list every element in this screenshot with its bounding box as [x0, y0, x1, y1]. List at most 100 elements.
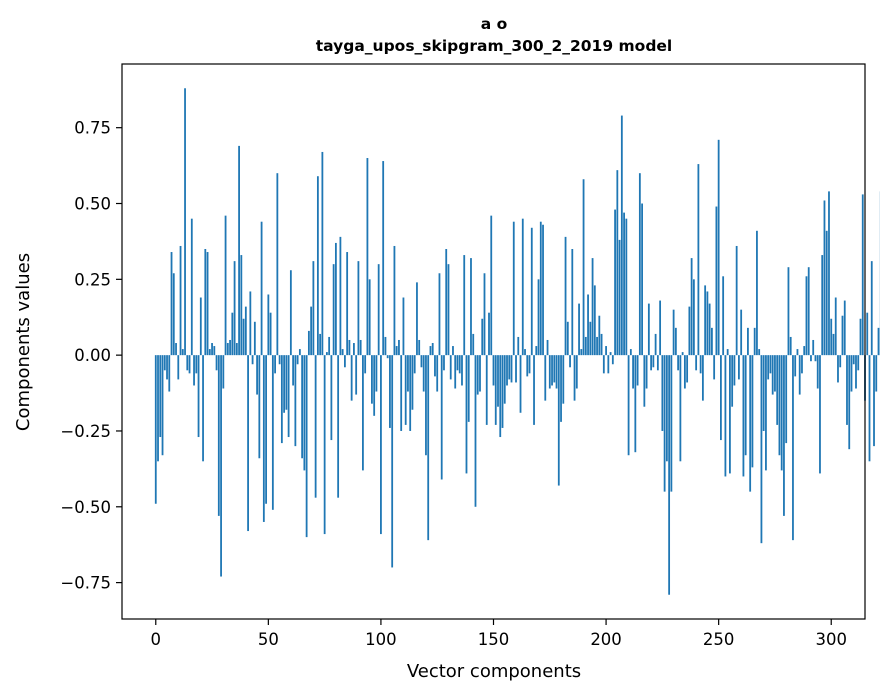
bar: [159, 355, 162, 438]
bar: [740, 309, 743, 356]
bar: [548, 355, 551, 389]
bar: [461, 355, 463, 386]
bar: [238, 145, 240, 356]
bar: [485, 355, 488, 425]
bar: [747, 327, 749, 356]
bar: [393, 245, 396, 356]
bar: [546, 339, 549, 356]
bar: [670, 355, 673, 492]
bar: [199, 297, 202, 356]
bar: [825, 230, 828, 356]
bar-series: [154, 88, 880, 595]
bar: [506, 355, 508, 386]
bar: [175, 343, 177, 356]
bar: [596, 336, 598, 356]
bar: [436, 355, 439, 392]
bar: [870, 261, 873, 356]
bar: [303, 355, 306, 471]
bar: [168, 355, 171, 392]
bar: [517, 336, 520, 356]
bar: [774, 355, 776, 392]
y-tick-label: 0.50: [74, 195, 111, 214]
bar: [609, 352, 612, 356]
bar: [362, 355, 364, 471]
bar: [456, 355, 459, 371]
bar: [501, 355, 504, 428]
bar: [785, 355, 788, 444]
bar: [528, 355, 531, 374]
bar: [634, 355, 637, 453]
bar: [834, 297, 837, 356]
bar: [289, 270, 292, 356]
bar: [582, 179, 585, 356]
bar: [206, 252, 209, 356]
bar: [512, 221, 515, 356]
bar: [154, 355, 157, 504]
bar: [380, 355, 382, 535]
bar: [213, 346, 216, 356]
bar: [659, 300, 662, 356]
bar: [262, 355, 265, 522]
bar: [217, 355, 220, 516]
bar: [310, 306, 313, 356]
y-tick-label: −0.75: [60, 574, 111, 593]
bar: [186, 355, 189, 371]
bar: [620, 115, 623, 356]
bar: [301, 355, 304, 459]
bar: [526, 355, 529, 377]
bar: [873, 355, 875, 447]
bar: [195, 355, 198, 374]
bar: [447, 264, 450, 356]
bar: [683, 355, 686, 389]
bar: [645, 355, 648, 389]
bar: [828, 191, 830, 356]
bar: [717, 139, 720, 356]
bar: [418, 339, 421, 356]
bar: [598, 315, 601, 356]
bar: [607, 355, 610, 374]
bar: [204, 249, 207, 356]
bar: [557, 355, 560, 486]
bar: [524, 349, 526, 356]
bar: [386, 355, 389, 359]
bar: [344, 355, 346, 368]
bar: [276, 173, 279, 356]
bar: [688, 306, 691, 356]
y-tick-label: −0.50: [60, 498, 111, 517]
bar: [452, 346, 454, 356]
bar: [807, 267, 810, 356]
bar: [614, 209, 616, 356]
bar: [271, 355, 274, 510]
bar: [256, 355, 258, 395]
bar: [222, 355, 225, 389]
bar: [756, 230, 758, 356]
bar: [244, 306, 247, 356]
bar: [643, 355, 646, 407]
bar: [832, 333, 835, 356]
bar: [823, 200, 826, 356]
bar: [337, 355, 340, 498]
bar: [787, 267, 790, 356]
bar: [341, 349, 344, 356]
bar: [794, 355, 797, 377]
bar: [233, 261, 236, 356]
bar: [181, 349, 184, 356]
bar: [319, 333, 322, 356]
bar: [722, 276, 725, 356]
plot-frame: [121, 63, 866, 620]
bar: [762, 355, 765, 431]
chart-title: a о: [481, 15, 508, 33]
bar: [229, 339, 231, 356]
bar: [535, 346, 538, 356]
bar: [821, 255, 824, 356]
bar: [211, 343, 213, 356]
x-tick-label: 150: [478, 630, 510, 649]
bar: [816, 355, 819, 389]
bar: [830, 318, 833, 356]
bar: [260, 221, 263, 356]
bar: [296, 355, 299, 365]
bar: [618, 239, 621, 356]
bar: [161, 355, 164, 456]
bar: [521, 218, 524, 356]
